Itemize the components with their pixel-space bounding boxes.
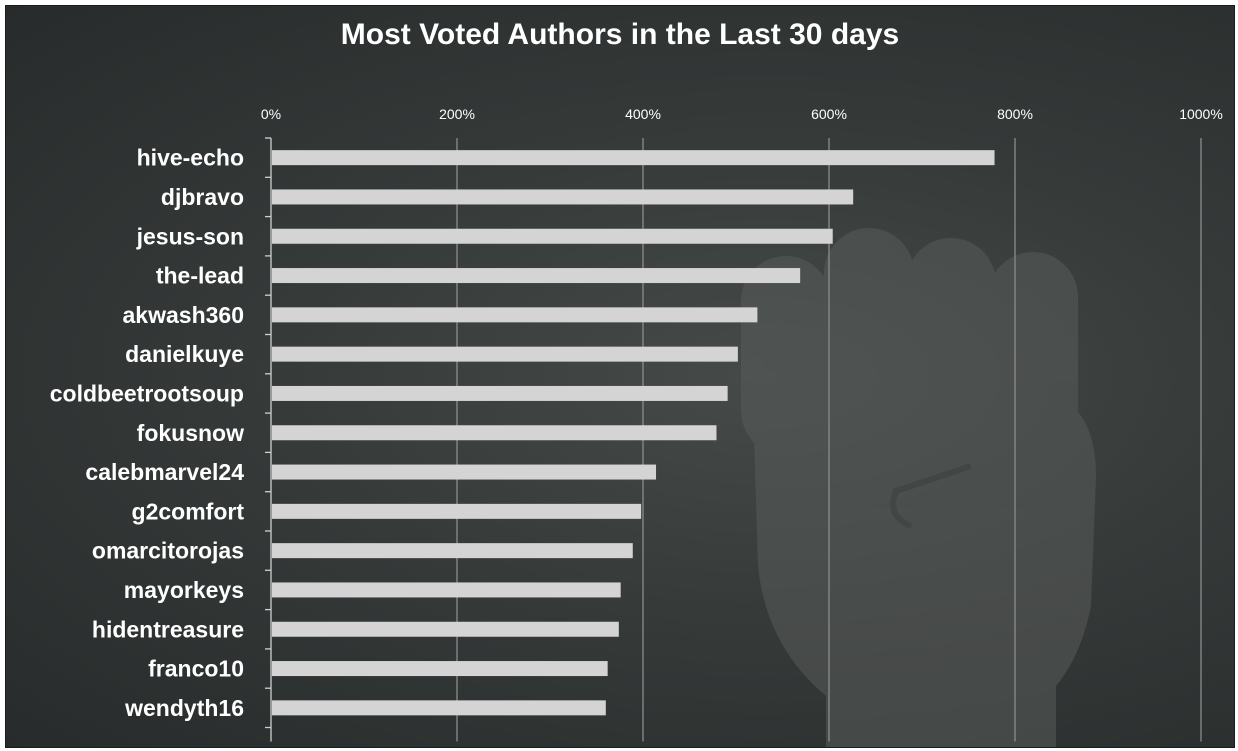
category-label: mayorkeys — [124, 577, 244, 603]
x-tick-label: 0% — [261, 106, 281, 122]
bar — [272, 621, 619, 637]
category-label: hidentreasure — [92, 616, 244, 642]
raised-fist-icon — [741, 228, 1096, 747]
category-label: djbravo — [161, 184, 244, 210]
bar-chart: 0% 200% 400% 600% 800% 1000% hive-echo djbravo j… — [50, 106, 1223, 742]
bar — [272, 464, 657, 480]
category-label: the-lead — [156, 263, 244, 289]
category-label: omarcitorojas — [92, 538, 244, 564]
x-tick-label: 800% — [997, 106, 1033, 122]
category-label: danielkuye — [125, 341, 244, 367]
bar — [272, 425, 717, 441]
category-label: wendyth16 — [124, 695, 244, 721]
category-label: hive-echo — [137, 145, 244, 171]
category-label: jesus-son — [136, 223, 244, 249]
bar — [272, 661, 608, 677]
bar — [272, 543, 633, 559]
category-label: akwash360 — [123, 302, 244, 328]
bar — [272, 346, 738, 362]
bar — [272, 582, 621, 598]
x-tick-label: 600% — [811, 106, 847, 122]
bar — [272, 307, 758, 323]
bar — [272, 385, 728, 401]
bar — [272, 700, 606, 716]
category-label: calebmarvel24 — [85, 459, 244, 485]
x-tick-label: 1000% — [1179, 106, 1223, 122]
x-tick-label: 400% — [625, 106, 661, 122]
category-label: g2comfort — [132, 498, 245, 524]
category-label: coldbeetrootsoup — [50, 380, 244, 406]
chart-frame: Most Voted Authors in the Last 30 days 0… — [5, 5, 1235, 748]
bar — [272, 150, 995, 166]
bar — [272, 189, 854, 205]
bar — [272, 268, 801, 284]
category-label: franco10 — [148, 656, 244, 682]
bar — [272, 503, 642, 519]
chart-title: Most Voted Authors in the Last 30 days — [340, 18, 900, 51]
x-tick-label: 200% — [439, 106, 475, 122]
bar — [272, 228, 833, 244]
category-label: fokusnow — [137, 420, 244, 446]
